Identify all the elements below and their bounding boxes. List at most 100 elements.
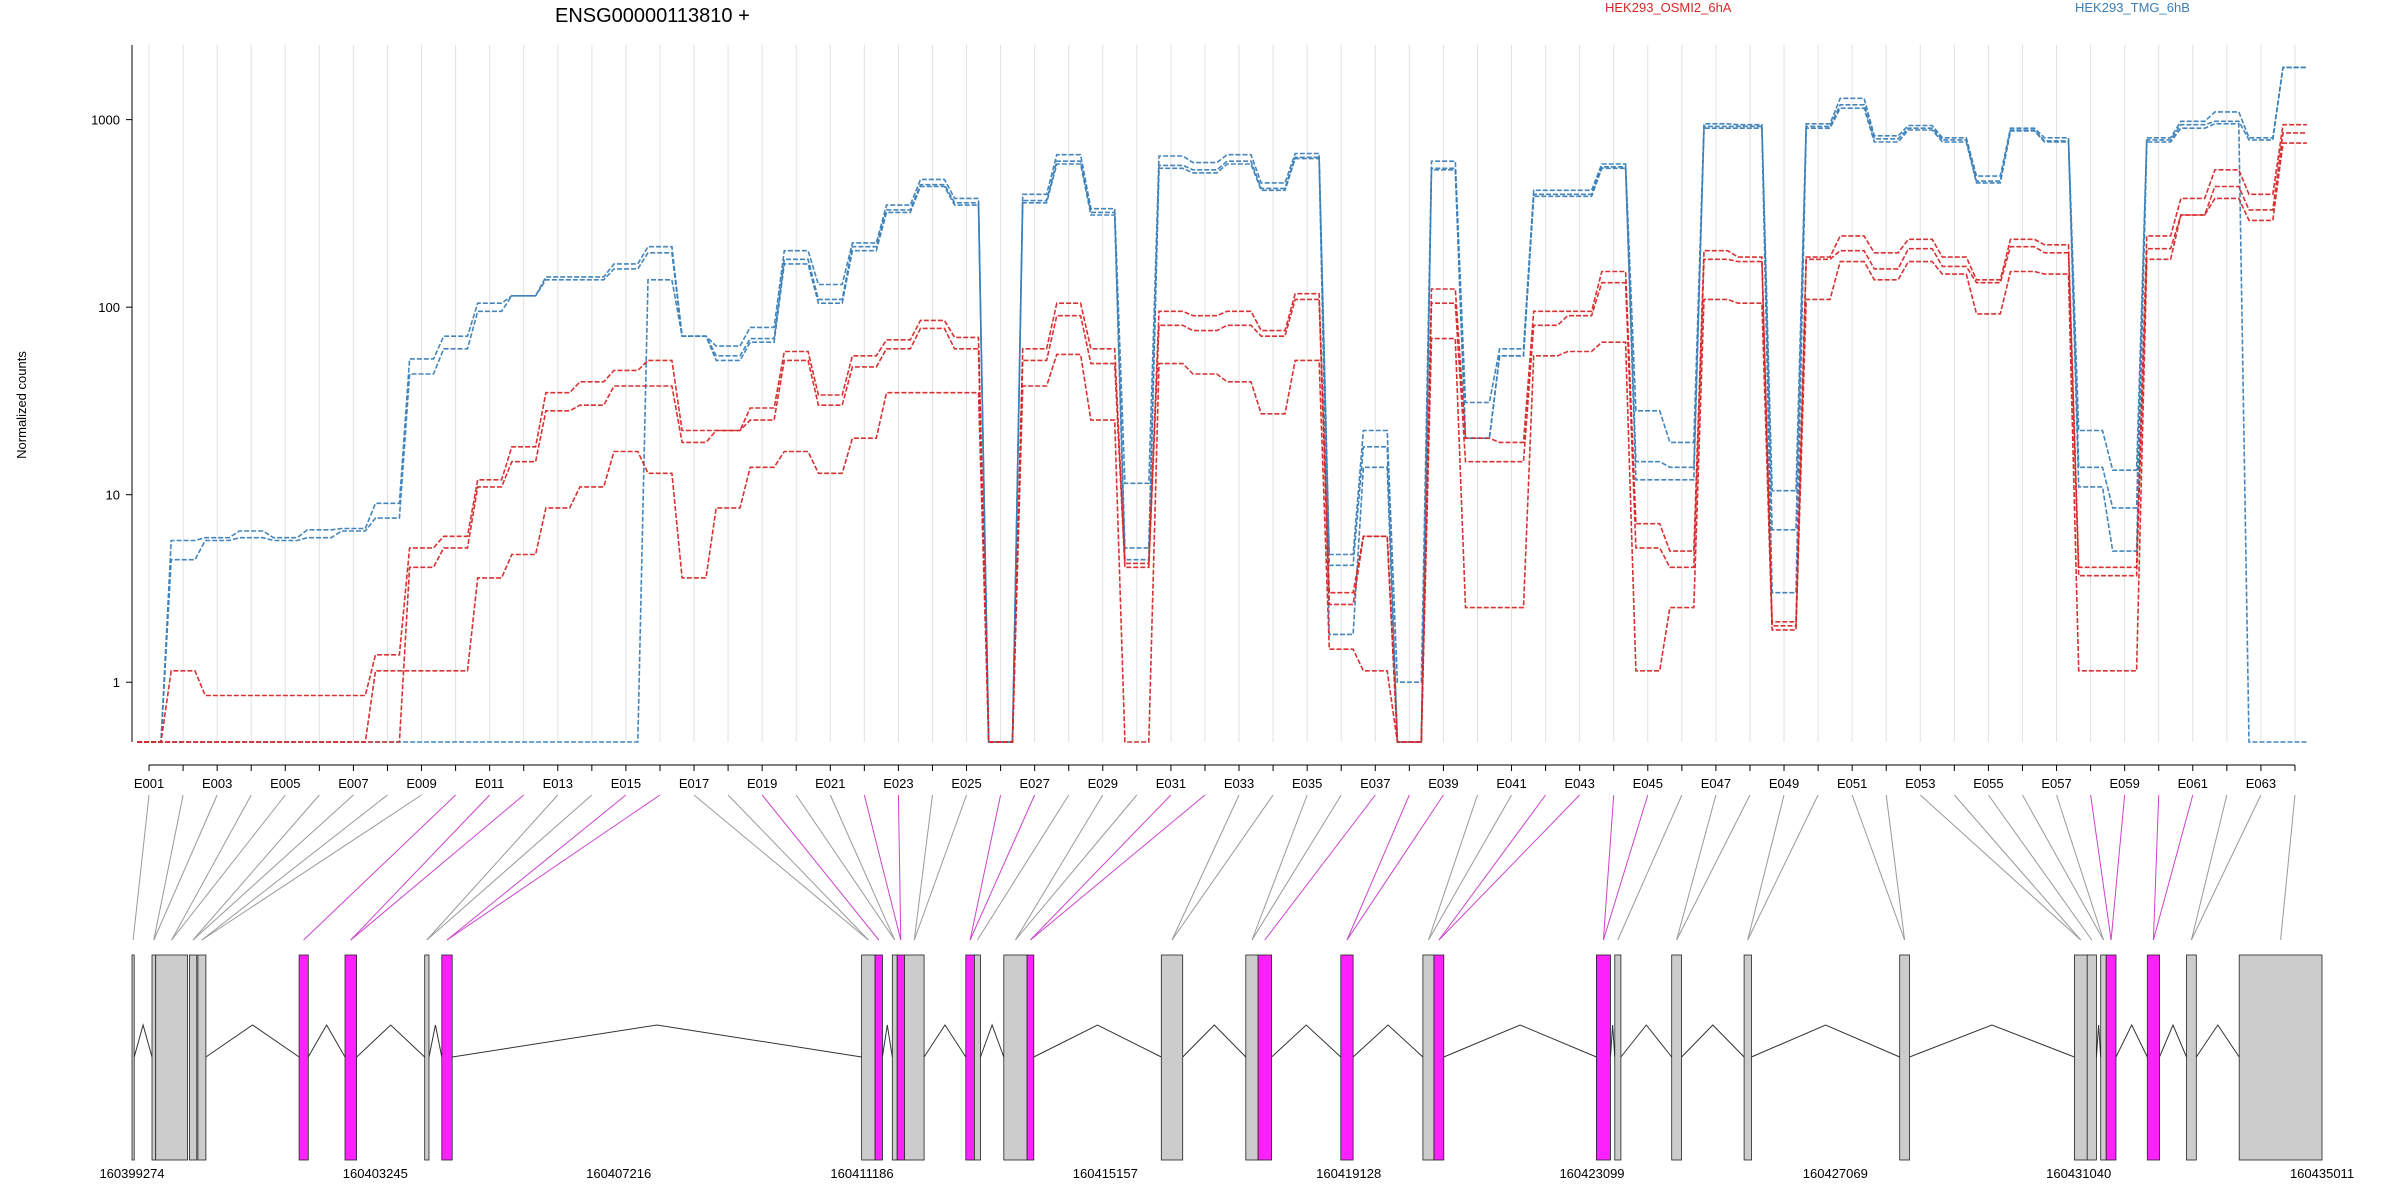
exon-connector	[1014, 794, 1104, 941]
exon-connector	[1851, 794, 1906, 941]
exon-connector	[1171, 794, 1274, 941]
exon	[1899, 954, 1910, 1161]
exon-connector	[1015, 794, 1138, 941]
exon-connector	[446, 794, 661, 941]
exon	[2186, 954, 2197, 1161]
exon-connector	[1438, 794, 1581, 941]
exon-connector	[2190, 794, 2228, 941]
exon	[904, 954, 925, 1161]
x-tick-label: E031	[1156, 776, 1186, 791]
intron	[1271, 1024, 1342, 1058]
exon-highlighted	[1026, 954, 1035, 1161]
x-tick-label: E027	[1019, 776, 1049, 791]
series-line-3	[137, 107, 2307, 743]
x-tick-label: E039	[1428, 776, 1458, 791]
exon-connector	[153, 794, 218, 941]
x-tick-label: E009	[406, 776, 436, 791]
intron	[428, 1024, 443, 1058]
exon	[1422, 954, 1435, 1161]
series-lines	[137, 66, 2307, 743]
exon-connector	[1428, 794, 1512, 941]
x-tick-label: E057	[2041, 776, 2071, 791]
genomic-tick-label: 160419128	[1316, 1166, 1381, 1181]
exon-connector	[1953, 794, 2082, 941]
intron	[2159, 1023, 2187, 1058]
intron	[133, 1023, 153, 1058]
intron	[2095, 1024, 2102, 1058]
series-line-1	[137, 66, 2307, 743]
exon-connector	[1987, 794, 2093, 941]
exon-connector	[2152, 794, 2194, 941]
exon	[131, 954, 135, 1161]
intron	[1620, 1024, 1673, 1058]
exon-connector	[1617, 794, 1683, 941]
exon-highlighted	[1257, 954, 1272, 1161]
exon-connector	[132, 794, 150, 941]
exon	[2238, 954, 2323, 1161]
exon-connector	[426, 794, 559, 941]
exon-connector	[1346, 794, 1410, 941]
genomic-tick-label: 160427069	[1803, 1166, 1868, 1181]
exon	[1245, 954, 1259, 1161]
exon	[197, 954, 207, 1161]
exon-connector	[795, 794, 896, 941]
grid	[148, 45, 2296, 742]
series-line-5	[137, 132, 2307, 743]
exon-highlighted	[1596, 954, 1611, 1161]
genomic-tick-label: 160435011	[2290, 1166, 2354, 1181]
intron	[205, 1024, 300, 1058]
exon	[155, 954, 188, 1161]
exon-highlighted	[1433, 954, 1445, 1161]
exon-connector	[897, 794, 902, 941]
exon	[891, 954, 898, 1161]
intron	[2195, 1024, 2240, 1058]
y-axis-label: Normalized counts	[14, 351, 29, 459]
x-tick-label: E063	[2246, 776, 2276, 791]
genomic-tick-label: 160403245	[343, 1166, 408, 1181]
x-tick-label: E055	[1973, 776, 2003, 791]
exon	[1671, 954, 1682, 1161]
exon	[424, 954, 430, 1161]
exon	[861, 954, 876, 1161]
exon-highlighted	[298, 954, 309, 1161]
exon-connector	[2152, 794, 2160, 941]
exon-connector	[2280, 794, 2296, 941]
intron	[1909, 1024, 2075, 1058]
exon-connector	[171, 794, 252, 941]
exon-connector	[350, 794, 491, 941]
y-axis: 1 10 100 1000	[91, 45, 133, 742]
genomic-tick-label: 160431040	[2046, 1166, 2111, 1181]
chart-title: ENSG00000113810 +	[555, 5, 750, 27]
x-tick-label: E015	[611, 776, 641, 791]
intron	[356, 1024, 426, 1058]
series-line-4	[137, 123, 2307, 743]
exon-connector	[2090, 794, 2112, 941]
exon-connector	[2056, 794, 2104, 941]
exon-connector	[303, 794, 456, 941]
exon-highlighted	[1340, 954, 1354, 1161]
genomic-tick-label: 160399274	[99, 1166, 164, 1181]
intron	[2115, 1023, 2148, 1058]
exon-connector	[976, 794, 1070, 941]
exon-highlighted	[2105, 954, 2117, 1161]
genomic-tick-label: 160411186	[830, 1166, 893, 1181]
x-tick-label: E049	[1769, 776, 1799, 791]
intron	[1033, 1024, 1162, 1058]
legend-tmg: HEK293_TMG_6hB	[2075, 0, 2190, 15]
exon-highlighted	[441, 954, 453, 1161]
exon-highlighted	[965, 954, 975, 1161]
x-tick-label: E051	[1837, 776, 1867, 791]
exon	[1160, 954, 1184, 1161]
exon-highlighted	[874, 954, 883, 1161]
intron	[307, 1023, 346, 1058]
exon-connector	[1251, 794, 1308, 941]
exon-connector	[1346, 794, 1444, 941]
y-tick-label: 10	[106, 488, 120, 503]
exon	[188, 954, 198, 1161]
intron	[1182, 1024, 1247, 1058]
x-tick-label: E005	[270, 776, 300, 791]
exon-connector	[192, 794, 320, 941]
x-tick-label: E029	[1088, 776, 1118, 791]
y-tick-label: 1000	[91, 113, 120, 128]
exon-connector	[693, 794, 869, 941]
